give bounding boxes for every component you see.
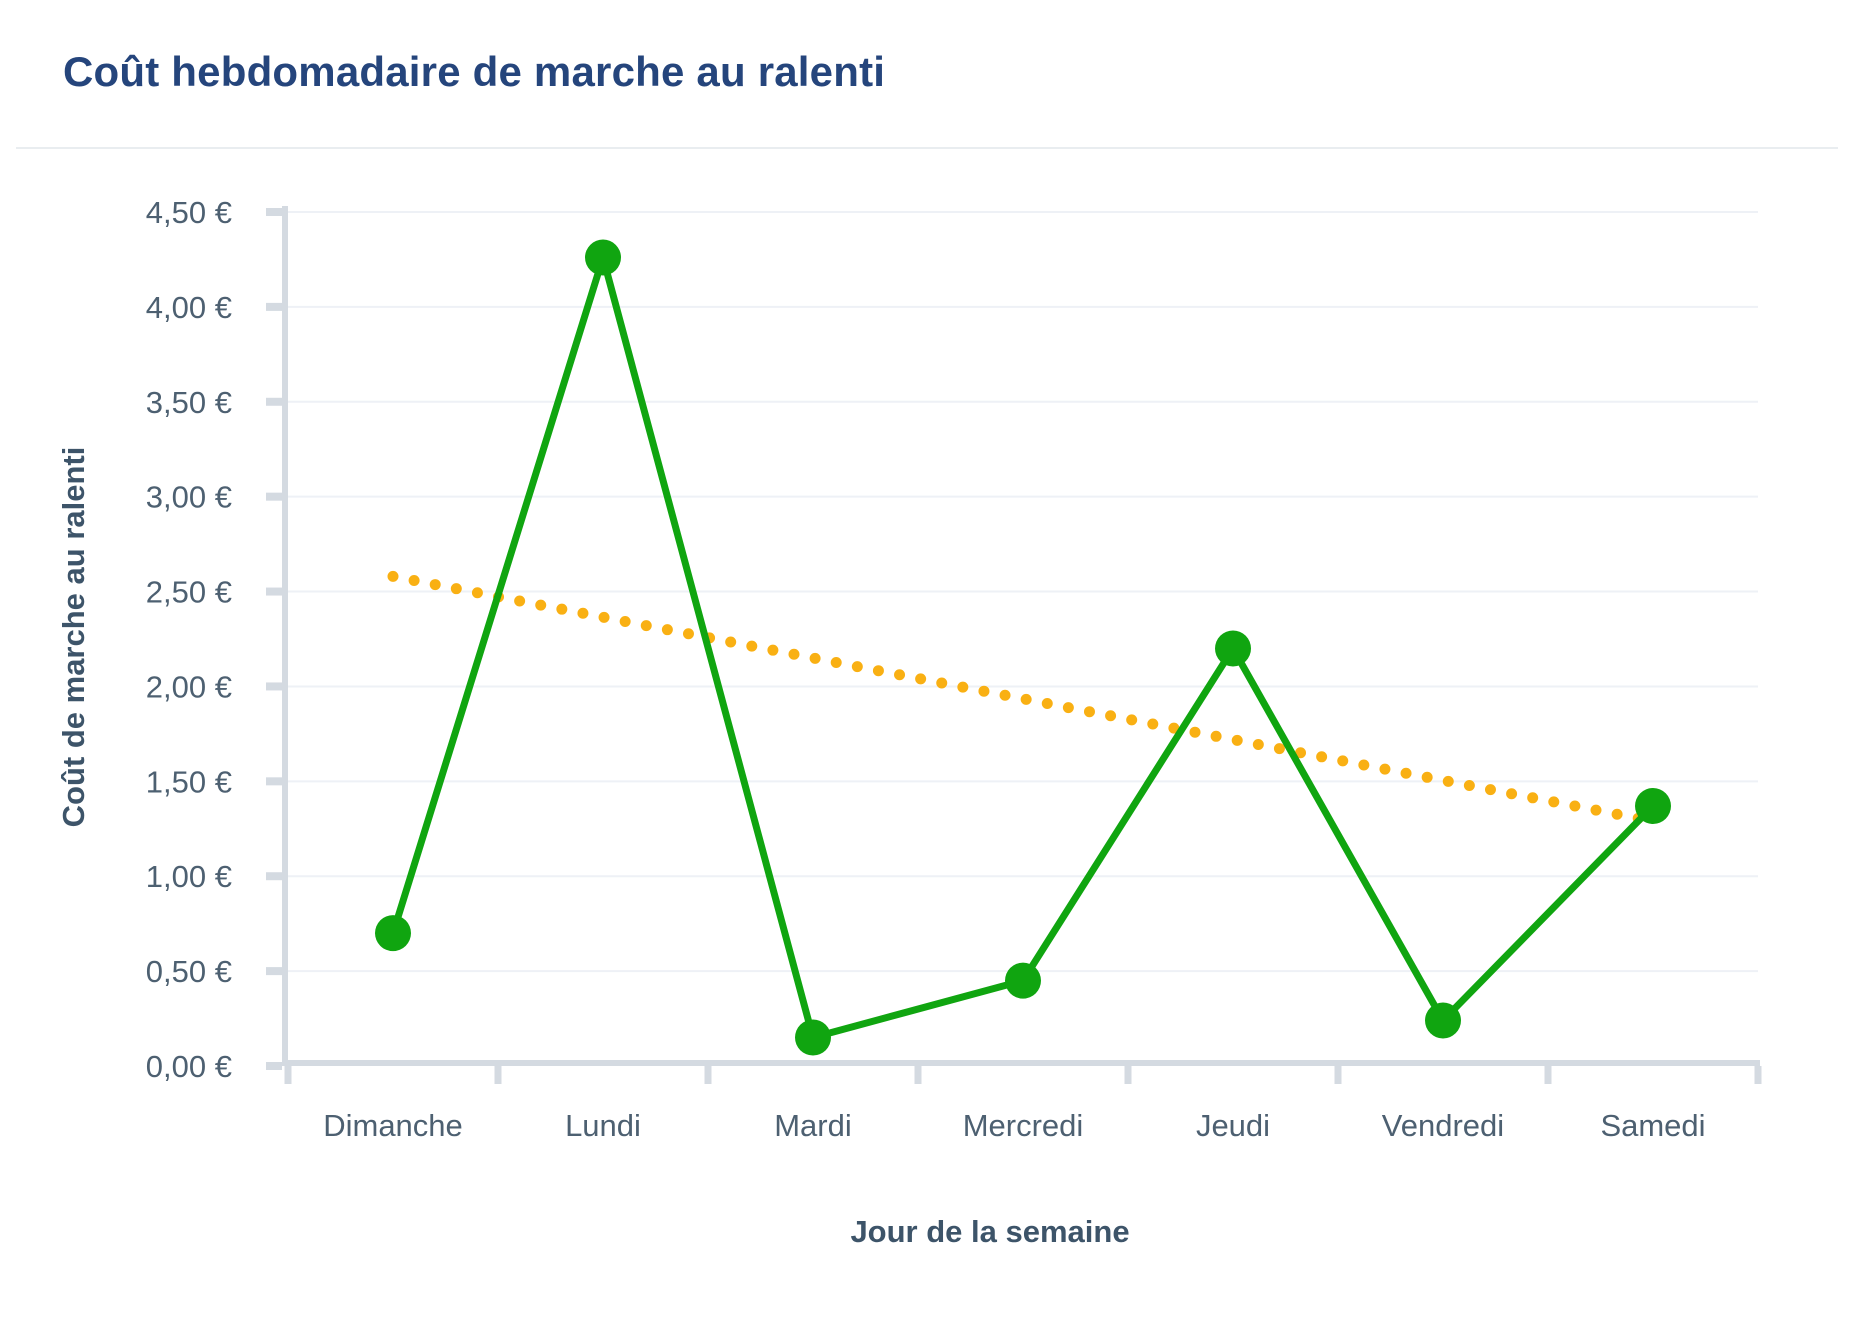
y-tick-label: 1,00 € bbox=[146, 859, 232, 894]
y-tick-label: 3,50 € bbox=[146, 385, 232, 420]
data-point-lundi bbox=[585, 239, 621, 276]
y-tick-label: 1,50 € bbox=[146, 764, 232, 799]
y-tick-label: 0,50 € bbox=[146, 954, 232, 989]
x-axis-tick-labels: Dimanche Lundi Mardi Mercredi Jeudi Vendredi S… bbox=[323, 1108, 1705, 1143]
x-tick-label: Vendredi bbox=[1382, 1108, 1504, 1143]
y-axis-ticks bbox=[266, 208, 282, 1070]
data-point-vendredi bbox=[1425, 1002, 1461, 1039]
y-axis-tick-labels: 0,00 € 0,50 € 1,00 € 1,50 € 2,00 € 2,50 € 3,00… bbox=[146, 195, 232, 1084]
data-point-samedi bbox=[1635, 788, 1671, 825]
data-point-mercredi bbox=[1005, 962, 1041, 999]
chart-title: Coût hebdomadaire de marche au ralenti bbox=[63, 48, 886, 95]
x-tick-label: Dimanche bbox=[323, 1108, 463, 1143]
x-tick-label: Samedi bbox=[1600, 1108, 1705, 1143]
x-axis-ticks bbox=[284, 1066, 1762, 1084]
x-axis-title: Jour de la semaine bbox=[850, 1214, 1130, 1249]
x-tick-label: Mercredi bbox=[963, 1108, 1084, 1143]
y-tick-label: 0,00 € bbox=[146, 1049, 232, 1084]
y-axis-title: Coût de marche au ralenti bbox=[56, 446, 91, 828]
trend-dotted-line bbox=[387, 570, 1659, 827]
y-tick-label: 3,00 € bbox=[146, 480, 232, 515]
y-tick-label: 2,00 € bbox=[146, 669, 232, 704]
y-tick-label: 4,00 € bbox=[146, 290, 232, 325]
data-point-dimanche bbox=[375, 915, 411, 952]
daily-idle-cost-line bbox=[389, 254, 1657, 1042]
data-point-markers bbox=[375, 239, 1671, 1056]
header-divider bbox=[16, 147, 1838, 149]
x-tick-label: Mardi bbox=[774, 1108, 852, 1143]
x-tick-label: Jeudi bbox=[1196, 1108, 1270, 1143]
y-tick-label: 4,50 € bbox=[146, 195, 232, 230]
y-gridlines bbox=[288, 211, 1758, 973]
axis-lines bbox=[282, 206, 1760, 1066]
data-point-jeudi bbox=[1215, 630, 1251, 667]
y-tick-label: 2,50 € bbox=[146, 575, 232, 610]
x-tick-label: Lundi bbox=[565, 1108, 641, 1143]
data-point-mardi bbox=[795, 1019, 831, 1056]
